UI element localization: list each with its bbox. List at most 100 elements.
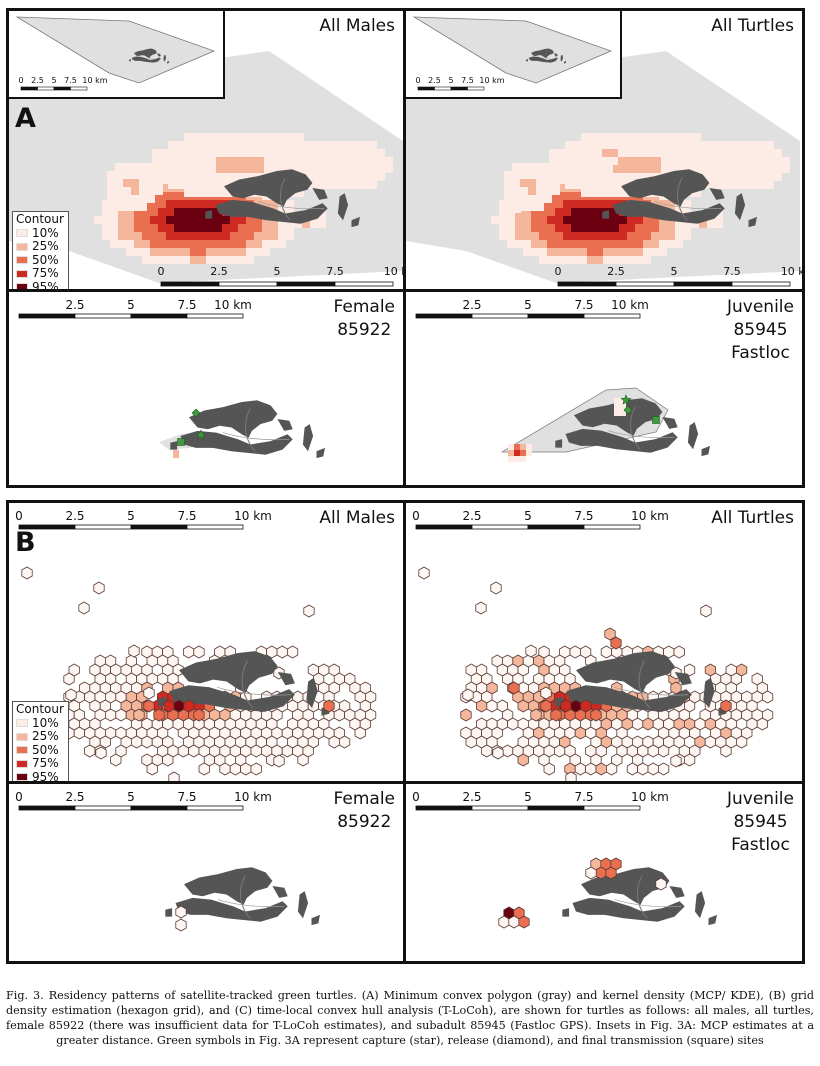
density-cell (702, 141, 710, 149)
density-cell (619, 216, 627, 224)
density-cell (158, 256, 166, 264)
density-cell (139, 179, 147, 187)
hexagon-cell (250, 744, 262, 758)
island-islet (167, 60, 170, 64)
density-cell (174, 240, 182, 248)
legend-item: 10% (16, 716, 64, 731)
density-cell (675, 240, 683, 248)
density-cell (605, 165, 613, 173)
density-cell (581, 141, 589, 149)
scale-bar-segment (186, 313, 244, 319)
hexagon-cell (508, 915, 520, 929)
density-cell (536, 171, 544, 179)
hexagon-cell (418, 566, 430, 580)
density-cell (198, 232, 206, 240)
density-cell (200, 141, 208, 149)
density-cell (579, 240, 587, 248)
density-cell (174, 256, 182, 264)
density-cell (190, 224, 198, 232)
density-cell (160, 149, 168, 157)
island-south-shore (180, 430, 293, 455)
density-cell (504, 179, 512, 187)
scale-bar-segment (557, 281, 617, 287)
panel-title: All Males (319, 16, 395, 36)
density-cell (150, 200, 158, 208)
density-cell (246, 232, 254, 240)
island-west-islet (526, 59, 528, 62)
density-cell (198, 256, 206, 264)
density-cell (597, 149, 605, 157)
island-west-islet (555, 439, 563, 448)
density-cell (155, 179, 163, 187)
density-cell (597, 189, 605, 197)
hexagon-cell (65, 688, 77, 702)
density-cell (192, 189, 200, 197)
density-cell (297, 157, 305, 165)
island-channel-line (240, 875, 251, 919)
panel-title: Juvenile 85945 Fastloc (727, 789, 794, 855)
density-cell (200, 149, 208, 157)
density-cell (329, 181, 337, 189)
hexagon-cell (188, 744, 200, 758)
hexagon-cell (683, 663, 696, 677)
mcp-polygon-inset (15, 16, 216, 84)
density-cell (254, 248, 262, 256)
density-cell (683, 208, 691, 216)
density-cell (142, 216, 150, 224)
density-cell (240, 149, 248, 157)
legend-swatch (16, 229, 28, 238)
density-cell (123, 203, 131, 211)
scale-bar-segment (471, 313, 529, 319)
density-cell (621, 157, 629, 165)
density-cell (536, 179, 544, 187)
density-cell (659, 232, 667, 240)
scale-tick-label: 2.5 (31, 76, 44, 85)
hexagon-cell (21, 566, 33, 580)
density-cell (318, 212, 326, 220)
hexagon-cell (490, 581, 502, 595)
density-cell (168, 157, 176, 165)
density-cell (222, 240, 230, 248)
density-cell (637, 173, 645, 181)
density-cell (694, 157, 702, 165)
density-cell (573, 165, 581, 173)
map-a-female: 2.5 5 7.5 10 km (18, 298, 325, 459)
density-cell (659, 224, 667, 232)
density-cell (557, 149, 565, 157)
density-cell (742, 149, 750, 157)
hexagon-cell (173, 699, 185, 713)
hexagon-cell (465, 735, 477, 749)
density-cell (536, 163, 544, 171)
hexagon-cell (354, 726, 366, 740)
density-cell (555, 192, 563, 200)
density-cell (313, 173, 321, 181)
hexagon-cell (655, 877, 667, 891)
hexagon-cell (276, 645, 288, 659)
scale-bar-segment (415, 313, 473, 319)
hexagon-cell (110, 753, 122, 767)
density-cell (726, 165, 734, 173)
density-cell (555, 256, 563, 264)
density-cell (369, 173, 377, 181)
scale-bar-segment (450, 86, 468, 91)
island-channel-line (280, 177, 291, 221)
density-cell (750, 149, 758, 157)
density-cell (611, 216, 619, 224)
density-cell (190, 240, 198, 248)
hexagon-cell (168, 771, 180, 781)
density-cell (369, 165, 377, 173)
scale-tick-label: 5 (274, 265, 281, 278)
scale-tick-label: 5 (51, 76, 56, 85)
legend-item: 10% (16, 226, 64, 241)
density-cell (184, 141, 192, 149)
scale-bar-segment (527, 524, 585, 530)
island-north-shore (224, 169, 313, 207)
density-cell (611, 248, 619, 256)
scale-tick-label: 0 (555, 265, 562, 278)
density-cell (581, 165, 589, 173)
density-cell (200, 165, 208, 173)
hexagon-cell (508, 681, 520, 695)
density-cell (377, 157, 385, 165)
density-cell (337, 157, 345, 165)
density-cell (232, 173, 240, 181)
